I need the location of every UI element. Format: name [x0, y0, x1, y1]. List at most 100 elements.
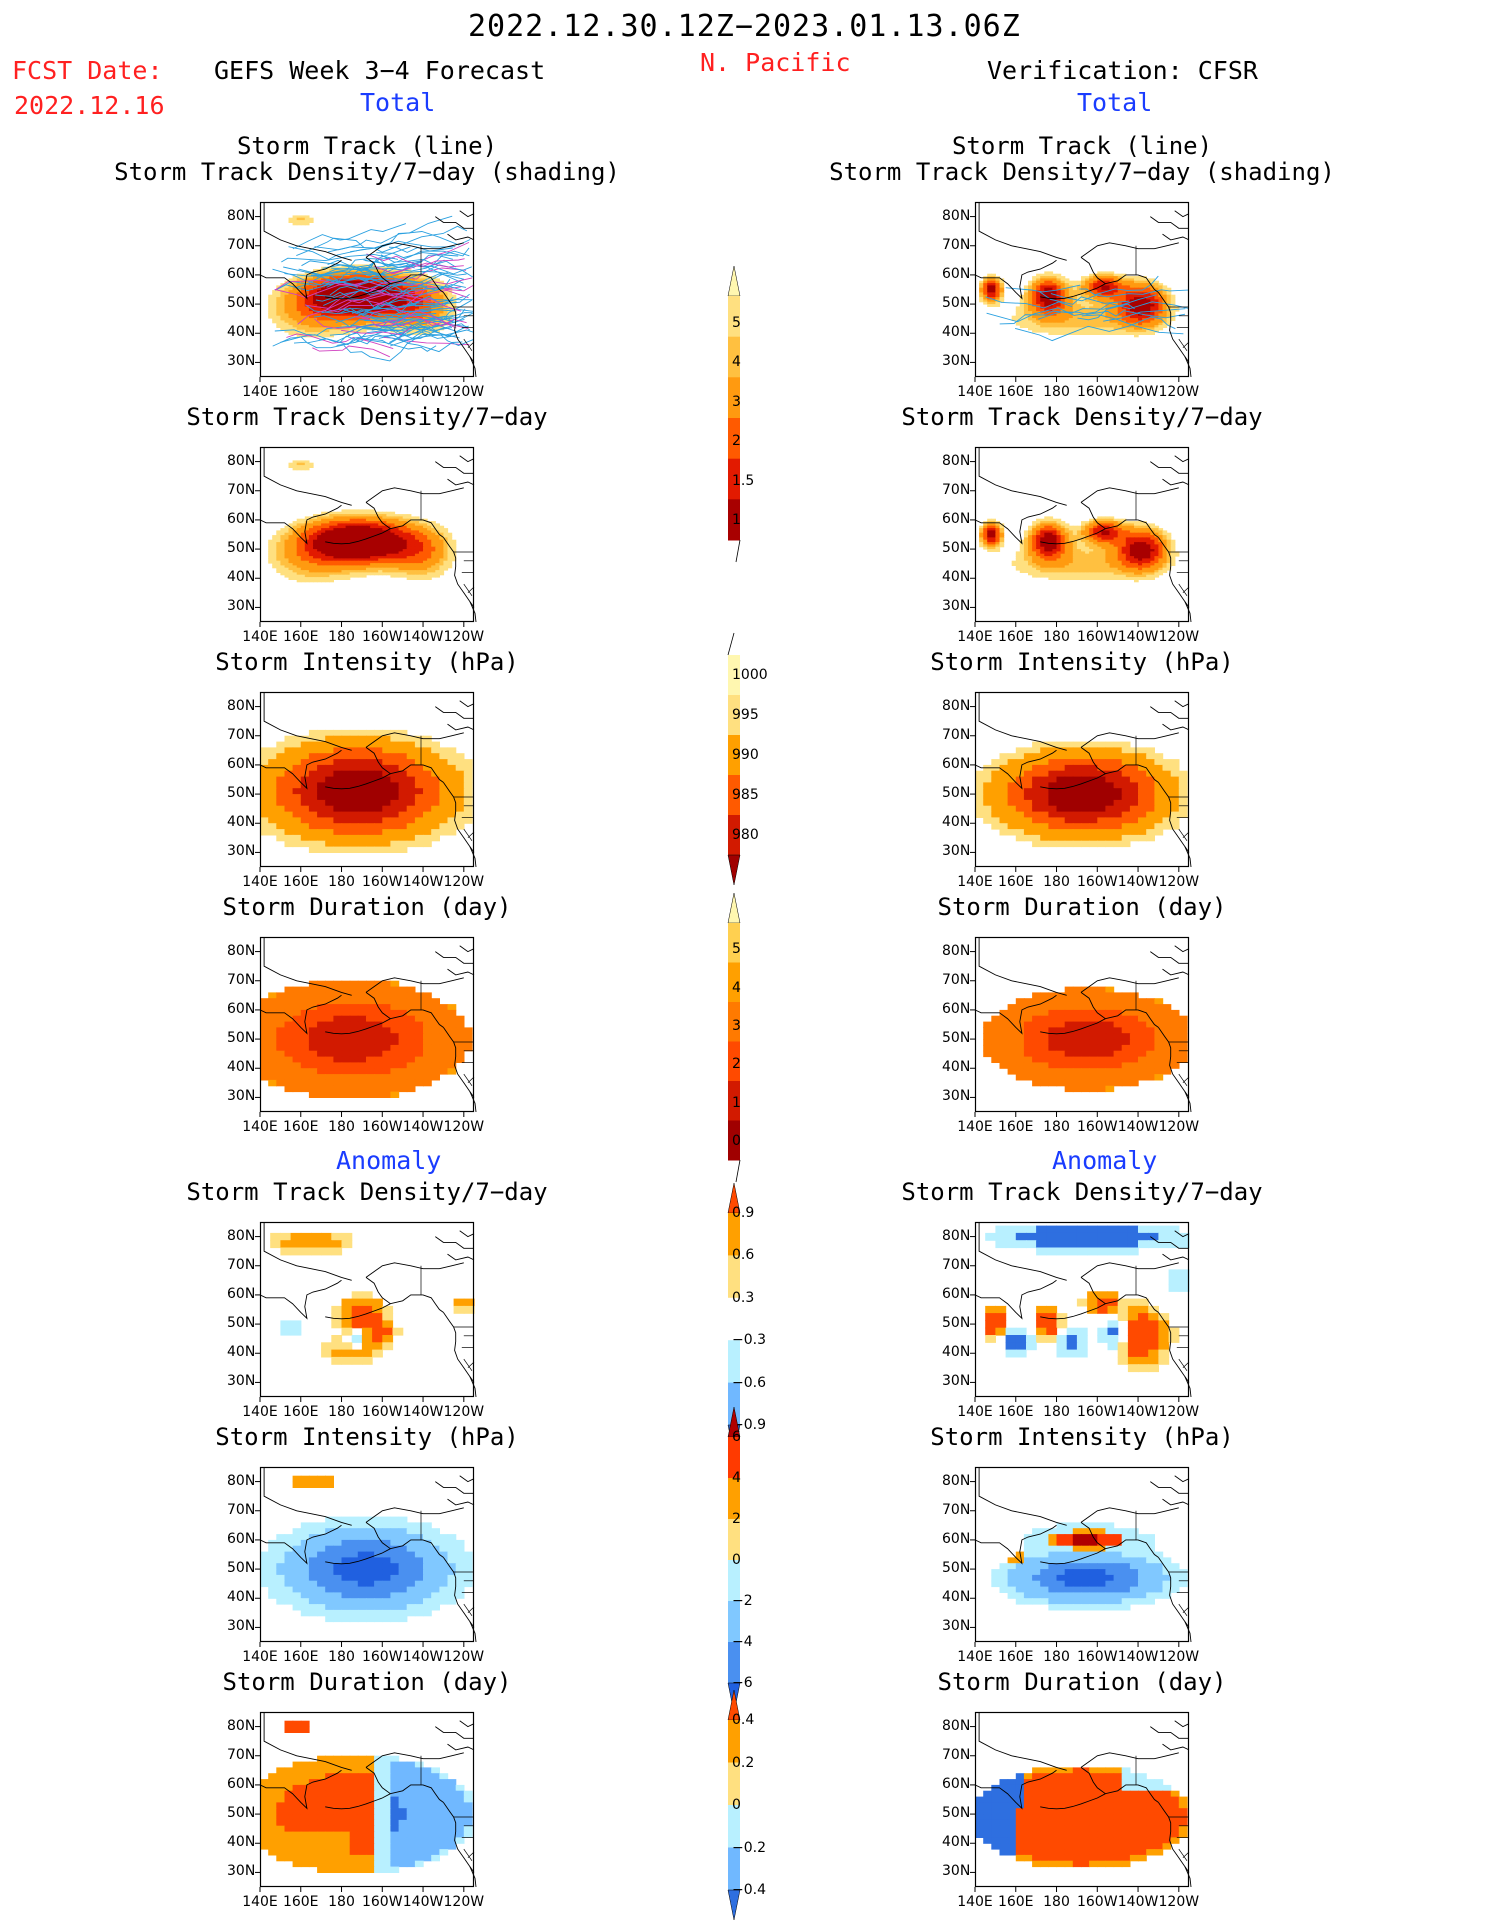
map-frame	[259, 1221, 475, 1398]
panel-title: Storm Track Density/7−day	[186, 403, 548, 431]
colorbar-label: 1	[732, 512, 741, 529]
lon-tick-label: 120W	[1158, 1649, 1200, 1665]
lon-tick-label: 120W	[443, 1404, 485, 1420]
lat-tick-label: 80N	[227, 1227, 256, 1244]
right-anomaly-label: Anomaly	[1052, 1146, 1158, 1175]
panel-title: Storm Duration (day)	[937, 1668, 1227, 1696]
period-title: 2022.12.30.12Z−2023.01.13.06Z	[468, 9, 1021, 44]
colorbar-label: 5	[732, 315, 741, 332]
coastlines	[259, 692, 477, 868]
lon-tick-label: 140W	[402, 874, 444, 890]
coastlines	[974, 937, 1192, 1113]
lat-tick-label: 30N	[942, 353, 971, 370]
lat-tick-label: 70N	[942, 726, 971, 743]
lon-tick-label: 180	[1043, 1404, 1070, 1420]
lat-tick-label: 50N	[942, 785, 971, 802]
lon-tick-label: 140W	[1117, 874, 1159, 890]
lat-tick-label: 40N	[227, 1344, 256, 1361]
map-density_anom-verification	[970, 1221, 1192, 1402]
lat-tick-label: 50N	[942, 295, 971, 312]
coastlines	[974, 447, 1192, 623]
lat-tick-label: 30N	[227, 1088, 256, 1105]
coastlines	[974, 692, 1192, 868]
lon-tick-label: 120W	[1158, 1894, 1200, 1910]
lon-tick-label: 180	[328, 384, 355, 400]
colorbar-intensity	[727, 632, 741, 886]
lon-tick-label: 140E	[957, 1649, 993, 1665]
colorbar-label: 6	[732, 1429, 741, 1445]
lat-tick-label: 60N	[227, 755, 256, 772]
lat-tick-label: 40N	[942, 1344, 971, 1361]
lat-tick-label: 50N	[227, 1560, 256, 1577]
lon-tick-label: 180	[328, 874, 355, 890]
lon-tick-label: 140E	[242, 1649, 278, 1665]
lon-tick-label: 160E	[282, 1119, 319, 1135]
lon-tick-label: 140E	[242, 1894, 278, 1910]
colorbar-label: 990	[732, 747, 759, 763]
map-frame	[974, 201, 1190, 378]
colorbar-duration	[727, 892, 741, 1183]
lon-tick-label: 140E	[957, 874, 993, 890]
colorbar-label: −0.6	[732, 1374, 766, 1391]
lon-tick-label: 140E	[957, 1894, 993, 1910]
coastlines	[259, 1222, 477, 1398]
lon-tick-label: 160W	[361, 384, 403, 400]
map-frame	[259, 1466, 475, 1643]
lon-tick-label: 160E	[997, 384, 1034, 400]
region-title: N. Pacific	[700, 48, 851, 77]
panel-title-line1: Storm Track (line)	[236, 132, 498, 160]
colorbar-label: 985	[732, 787, 759, 803]
lon-tick-label: 160E	[997, 874, 1034, 890]
lat-tick-label: 70N	[942, 1746, 971, 1763]
lat-tick-label: 50N	[227, 1030, 256, 1047]
colorbar-label: 0.9	[732, 1205, 755, 1221]
lat-tick-label: 60N	[942, 510, 971, 527]
map-frame	[974, 1711, 1190, 1888]
colorbar-label: −0.2	[732, 1839, 766, 1856]
lon-tick-label: 160W	[361, 629, 403, 645]
lat-tick-label: 60N	[227, 1285, 256, 1302]
panel-title: Storm Track Density/7−day	[901, 403, 1263, 431]
lat-tick-label: 40N	[227, 1589, 256, 1606]
colorbar-label: 3	[732, 1017, 741, 1034]
coastlines	[259, 937, 477, 1113]
lon-tick-label: 160E	[282, 874, 319, 890]
colorbar-label: 0	[732, 1132, 741, 1149]
lon-tick-label: 160E	[282, 1404, 319, 1420]
lat-tick-label: 70N	[942, 971, 971, 988]
lat-tick-label: 60N	[942, 1285, 971, 1302]
lon-tick-label: 120W	[1158, 1404, 1200, 1420]
shading-cells	[979, 271, 1180, 338]
lon-tick-label: 160W	[361, 1649, 403, 1665]
lat-tick-label: 30N	[227, 1373, 256, 1390]
panel-title: Storm Duration (day)	[222, 893, 512, 921]
lat-tick-label: 50N	[942, 1030, 971, 1047]
lon-tick-label: 140W	[402, 1894, 444, 1910]
lon-tick-label: 180	[328, 1894, 355, 1910]
colorbar-label: 2	[732, 1511, 741, 1527]
lat-tick-label: 60N	[942, 1775, 971, 1792]
lat-tick-label: 40N	[942, 1589, 971, 1606]
lon-tick-label: 160W	[1076, 629, 1118, 645]
colorbar-duration_anom	[727, 1689, 741, 1921]
lat-tick-label: 80N	[942, 207, 971, 224]
map-frame	[259, 691, 475, 868]
panel-title: Storm Intensity (hPa)	[215, 648, 519, 676]
colorbar-label: 1000	[732, 667, 768, 683]
left-anomaly-label: Anomaly	[336, 1146, 442, 1175]
lat-tick-label: 70N	[227, 726, 256, 743]
map-density-forecast	[255, 446, 477, 627]
shading-cells	[270, 1232, 475, 1365]
lat-tick-label: 40N	[227, 814, 256, 831]
lon-tick-label: 120W	[443, 629, 485, 645]
lat-tick-label: 30N	[227, 843, 256, 860]
panel-title: Storm Intensity (hPa)	[930, 1423, 1234, 1451]
lat-tick-label: 30N	[942, 598, 971, 615]
lon-tick-label: 160E	[282, 1649, 319, 1665]
lat-tick-label: 60N	[942, 1000, 971, 1017]
lon-tick-label: 180	[1043, 1649, 1070, 1665]
colorbar-label: −4	[732, 1634, 753, 1650]
map-duration-forecast	[255, 936, 477, 1117]
lon-tick-label: 140W	[402, 1649, 444, 1665]
storm-tracks	[272, 215, 475, 362]
